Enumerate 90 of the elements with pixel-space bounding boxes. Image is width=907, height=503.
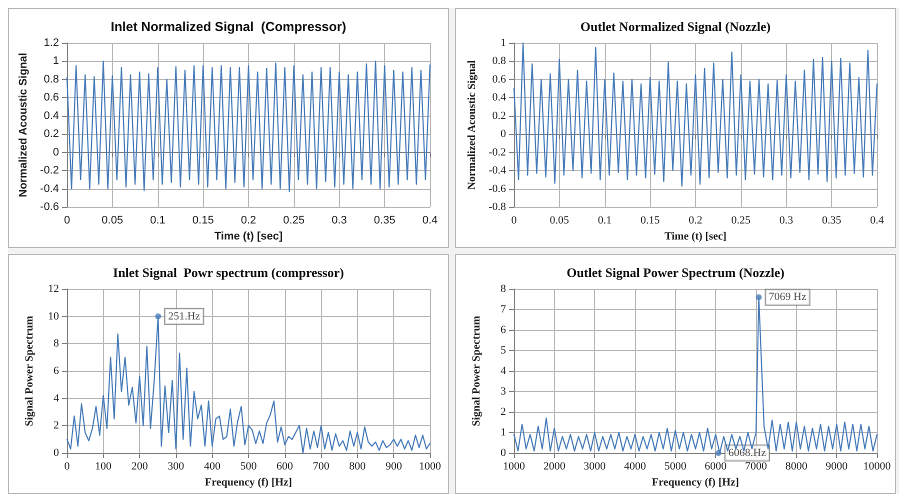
y-tick-label: 0 <box>54 447 60 459</box>
x-tick-label: 0.1 <box>598 214 612 226</box>
x-tick-label: 0.05 <box>550 214 570 226</box>
y-tick-label: 4 <box>500 365 506 377</box>
chart-title: Outlet Signal Power Spectrum (Nozzle) <box>566 265 784 280</box>
y-tick-label: 8 <box>500 283 506 295</box>
y-tick-label: 0 <box>500 128 506 140</box>
y-tick-label: 10 <box>48 310 60 322</box>
y-tick-label: 5 <box>500 344 506 356</box>
y-axis-title: Normalized Acoustic Signal <box>18 52 30 198</box>
y-tick-label: 1 <box>52 55 59 68</box>
y-tick-label: 0 <box>500 447 506 459</box>
x-tick-label: 100 <box>95 460 112 472</box>
y-tick-label: 1.2 <box>44 37 59 49</box>
x-tick-label: 6000 <box>704 460 728 472</box>
x-axis-title: Frequency (f) [Hz] <box>204 476 292 488</box>
chart-title: Inlet Normalized Signal (Compressor) <box>110 19 346 34</box>
x-tick-label: 4000 <box>624 460 646 472</box>
y-tick-label: 2 <box>54 420 59 432</box>
annotation: 6068.Hz <box>728 447 766 459</box>
y-tick-label: 0.2 <box>492 110 506 122</box>
y-tick-label: 12 <box>48 283 59 295</box>
y-axis-title: Normalized Acoustic Signal <box>466 60 478 190</box>
x-tick-label: 600 <box>276 460 294 472</box>
y-tick-label: 3 <box>500 386 506 398</box>
x-tick-label: 0.15 <box>640 214 660 226</box>
y-tick-label: 0.8 <box>44 73 59 86</box>
x-tick-label: 7000 <box>745 460 768 472</box>
x-tick-label: 0 <box>511 214 518 226</box>
y-tick-label: 0.6 <box>44 92 59 104</box>
y-tick-label: 0.2 <box>44 128 59 140</box>
x-tick-label: 3000 <box>584 460 606 472</box>
x-tick-label: 900 <box>385 460 402 472</box>
x-tick-label: 0.4 <box>422 214 438 226</box>
y-tick-label: 2 <box>500 406 506 418</box>
x-tick-label: 800 <box>349 460 366 472</box>
annotation: 7069 Hz <box>768 291 806 304</box>
y-tick-label: -0.4 <box>488 164 506 177</box>
y-tick-label: -0.2 <box>488 146 506 158</box>
x-tick-label: 8000 <box>785 460 808 472</box>
x-tick-label: 0.2 <box>688 214 702 226</box>
x-tick-label: 0.35 <box>822 214 842 226</box>
y-tick-label: 0.4 <box>44 110 59 122</box>
x-tick-label: 700 <box>312 460 330 472</box>
y-tick-label: 1 <box>500 37 506 49</box>
chart-title: Inlet Signal Powr spectrum (compressor) <box>113 265 344 280</box>
y-tick-label: -0.2 <box>40 164 59 177</box>
x-axis-title: Time (t) [sec] <box>214 230 283 242</box>
x-tick-label: 10000 <box>863 460 892 472</box>
y-tick-label: 0 <box>52 146 59 158</box>
y-tick-label: 4 <box>54 392 60 404</box>
x-tick-label: 0.3 <box>332 214 347 226</box>
y-tick-label: 8 <box>54 338 60 350</box>
x-tick-label: 0.15 <box>192 214 214 226</box>
x-tick-label: 0 <box>64 460 70 472</box>
x-tick-label: 0.25 <box>731 214 751 226</box>
y-axis-title: Signal Power Spectrum <box>24 316 36 426</box>
x-tick-label: 1000 <box>419 460 442 472</box>
x-tick-label: 300 <box>168 460 185 472</box>
x-tick-label: 0.3 <box>779 214 794 226</box>
x-axis-title: Frequency (f) [Hz] <box>652 476 740 488</box>
x-tick-label: 0.4 <box>870 214 884 226</box>
x-tick-label: 5000 <box>664 460 687 472</box>
y-tick-label: -0.8 <box>488 201 506 213</box>
y-tick-label: -0.6 <box>40 201 59 213</box>
y-axis-title: Signal Power Spectrum <box>470 316 482 426</box>
x-tick-label: 2000 <box>543 460 566 472</box>
y-tick-label: 0.8 <box>492 55 506 68</box>
y-tick-label: -0.6 <box>488 182 506 195</box>
y-tick-label: 6 <box>54 365 60 377</box>
x-tick-label: 200 <box>131 460 148 472</box>
y-tick-label: 0.4 <box>492 92 506 104</box>
x-tick-label: 0.35 <box>374 214 396 226</box>
x-tick-label: 9000 <box>826 460 848 472</box>
x-tick-label: 0.25 <box>283 214 305 226</box>
y-tick-label: 6 <box>500 324 506 336</box>
x-tick-label: 400 <box>204 460 221 472</box>
x-tick-label: 0.05 <box>102 214 124 226</box>
x-tick-label: 0.1 <box>150 214 166 226</box>
y-tick-label: -0.4 <box>40 182 59 195</box>
y-tick-label: 0.6 <box>492 73 506 86</box>
y-tick-label: 1 <box>500 426 506 438</box>
x-tick-label: 1000 <box>503 460 526 472</box>
x-tick-label: 0 <box>64 214 70 226</box>
chart-title: Outlet Normalized Signal (Nozzle) <box>580 19 771 34</box>
x-tick-label: 500 <box>240 460 258 472</box>
annotation: 251.Hz <box>168 310 200 322</box>
y-tick-label: 7 <box>500 304 506 316</box>
x-axis-title: Time (t) [sec] <box>664 230 727 242</box>
x-tick-label: 0.2 <box>240 214 256 226</box>
